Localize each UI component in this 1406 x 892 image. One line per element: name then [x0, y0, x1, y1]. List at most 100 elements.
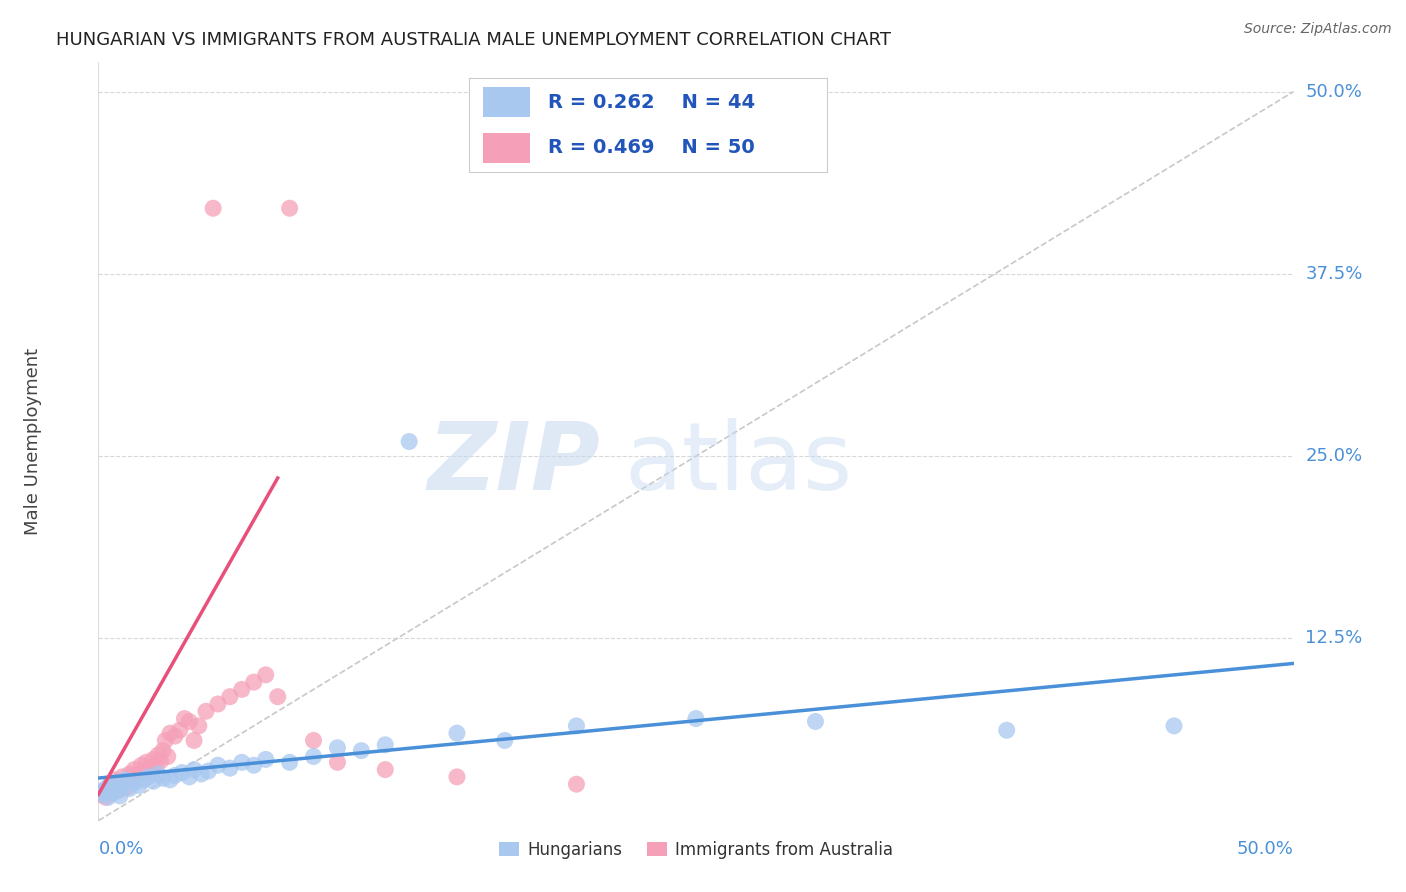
- Point: [398, 434, 420, 449]
- Point: [207, 697, 229, 711]
- Point: [350, 744, 373, 758]
- Text: Male Unemployment: Male Unemployment: [24, 348, 42, 535]
- Point: [124, 776, 146, 790]
- Point: [107, 783, 129, 797]
- Point: [169, 723, 191, 738]
- Point: [114, 776, 136, 790]
- Point: [91, 784, 114, 798]
- Point: [326, 756, 349, 770]
- Point: [254, 668, 277, 682]
- Point: [90, 784, 112, 798]
- Text: 12.5%: 12.5%: [1306, 630, 1362, 648]
- Point: [108, 783, 131, 797]
- Text: atlas: atlas: [624, 418, 852, 510]
- Point: [243, 758, 266, 772]
- Point: [163, 768, 186, 782]
- Point: [197, 764, 219, 778]
- Point: [115, 780, 138, 794]
- Point: [128, 772, 150, 786]
- Point: [97, 790, 120, 805]
- Text: 37.5%: 37.5%: [1306, 265, 1362, 283]
- Point: [446, 726, 468, 740]
- Point: [374, 738, 396, 752]
- Point: [565, 719, 588, 733]
- Point: [183, 733, 205, 747]
- Point: [111, 779, 134, 793]
- Point: [1163, 719, 1185, 733]
- Point: [172, 765, 194, 780]
- Point: [135, 756, 157, 770]
- Point: [155, 733, 177, 747]
- Point: [128, 779, 150, 793]
- Point: [118, 767, 141, 781]
- Point: [148, 767, 170, 781]
- Point: [91, 788, 114, 802]
- Point: [278, 201, 301, 215]
- Point: [173, 712, 195, 726]
- Point: [94, 790, 117, 805]
- Point: [326, 740, 349, 755]
- Point: [97, 781, 120, 796]
- Point: [114, 772, 136, 787]
- Point: [152, 772, 174, 786]
- Point: [995, 723, 1018, 738]
- Point: [179, 770, 201, 784]
- Point: [145, 758, 167, 772]
- Point: [104, 780, 127, 794]
- Point: [159, 726, 181, 740]
- Text: 0.0%: 0.0%: [98, 839, 143, 857]
- Point: [267, 690, 290, 704]
- Point: [685, 712, 707, 726]
- Point: [132, 772, 155, 787]
- Point: [278, 756, 301, 770]
- Point: [107, 779, 129, 793]
- Point: [302, 733, 325, 747]
- Point: [101, 786, 124, 800]
- Point: [446, 770, 468, 784]
- Point: [183, 763, 205, 777]
- Point: [494, 733, 516, 747]
- Point: [138, 761, 160, 775]
- Point: [104, 772, 127, 787]
- Legend: Hungarians, Immigrants from Australia: Hungarians, Immigrants from Australia: [492, 834, 900, 865]
- Point: [139, 765, 162, 780]
- Point: [804, 714, 827, 729]
- Point: [142, 774, 165, 789]
- Point: [148, 747, 170, 762]
- Text: HUNGARIAN VS IMMIGRANTS FROM AUSTRALIA MALE UNEMPLOYMENT CORRELATION CHART: HUNGARIAN VS IMMIGRANTS FROM AUSTRALIA M…: [56, 31, 891, 49]
- Point: [118, 781, 141, 796]
- Text: 50.0%: 50.0%: [1237, 839, 1294, 857]
- Point: [125, 768, 148, 782]
- Point: [202, 201, 225, 215]
- Point: [219, 690, 242, 704]
- Point: [231, 682, 253, 697]
- Point: [101, 786, 124, 800]
- Point: [94, 781, 117, 796]
- Point: [138, 770, 160, 784]
- Point: [565, 777, 588, 791]
- Point: [243, 675, 266, 690]
- Point: [131, 758, 153, 772]
- Point: [207, 758, 229, 772]
- Point: [179, 714, 201, 729]
- Text: 25.0%: 25.0%: [1306, 447, 1362, 465]
- Text: 50.0%: 50.0%: [1306, 83, 1362, 101]
- Point: [132, 764, 155, 778]
- Point: [190, 767, 212, 781]
- Point: [156, 749, 179, 764]
- Point: [111, 770, 134, 784]
- Point: [108, 789, 131, 803]
- Point: [152, 744, 174, 758]
- Point: [159, 772, 181, 787]
- Point: [219, 761, 242, 775]
- Point: [149, 754, 172, 768]
- Point: [142, 752, 165, 766]
- Point: [98, 777, 122, 791]
- Point: [90, 788, 112, 802]
- Point: [302, 749, 325, 764]
- Point: [163, 729, 186, 743]
- Point: [124, 763, 146, 777]
- Point: [374, 763, 396, 777]
- Text: ZIP: ZIP: [427, 418, 600, 510]
- Point: [231, 756, 253, 770]
